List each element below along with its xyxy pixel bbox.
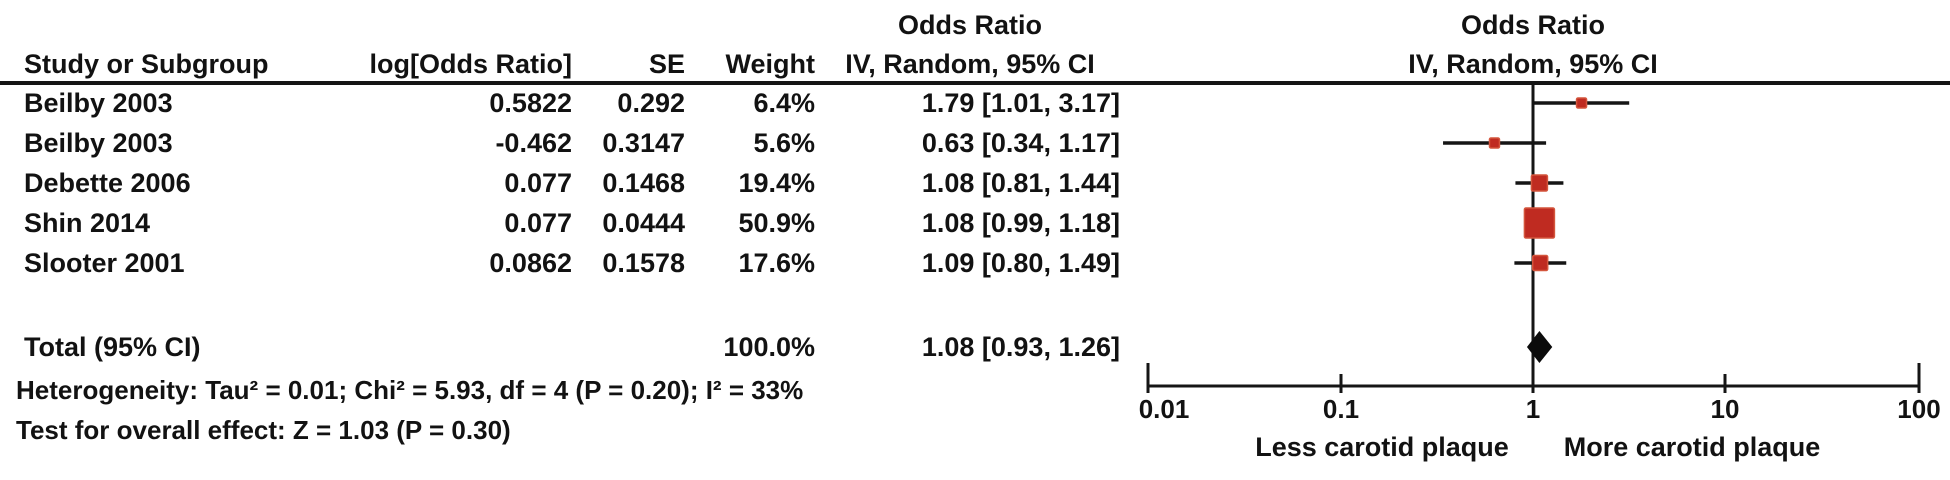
log-odds-value: 0.077 xyxy=(504,168,572,198)
total-label: Total (95% CI) xyxy=(24,332,201,362)
heterogeneity-text: Heterogeneity: Tau² = 0.01; Chi² = 5.93,… xyxy=(16,375,804,405)
weight-value: 6.4% xyxy=(753,88,815,118)
axis-tick-label: 0.01 xyxy=(1138,394,1190,424)
se-value: 0.0444 xyxy=(602,208,685,238)
table-header-study: Study or Subgroup xyxy=(24,49,269,79)
ci-value: 1.79 [1.01, 3.17] xyxy=(921,88,1120,118)
plot-header-odds-ratio: Odds Ratio xyxy=(1460,10,1605,40)
ci-value: 1.09 [0.80, 1.49] xyxy=(921,248,1120,278)
study-name: Beilby 2003 xyxy=(24,88,173,118)
total-ci-value: 1.08 [0.93, 1.26] xyxy=(921,332,1120,362)
axis-tick-label: 1 xyxy=(1525,394,1541,424)
weight-value: 19.4% xyxy=(738,168,815,198)
table-header-se: SE xyxy=(648,49,685,79)
overall-effect-text: Test for overall effect: Z = 1.03 (P = 0… xyxy=(16,415,511,445)
table-header-weight: Weight xyxy=(725,49,816,79)
ci-value: 1.08 [0.81, 1.44] xyxy=(921,168,1120,198)
effect-marker xyxy=(1488,137,1501,149)
se-value: 0.292 xyxy=(617,88,685,118)
study-name: Shin 2014 xyxy=(24,208,151,238)
se-value: 0.1468 xyxy=(602,168,685,198)
weight-value: 50.9% xyxy=(738,208,815,238)
table-header-iv-random-ci: IV, Random, 95% CI xyxy=(845,49,1095,79)
log-odds-value: 0.5822 xyxy=(489,88,572,118)
table-header-log-odds: log[Odds Ratio] xyxy=(369,49,572,79)
total-diamond xyxy=(1526,331,1553,363)
study-name: Slooter 2001 xyxy=(24,248,185,278)
log-odds-value: -0.462 xyxy=(495,128,572,158)
effect-marker xyxy=(1575,97,1588,109)
se-value: 0.3147 xyxy=(602,128,685,158)
axis-tick-label: 0.1 xyxy=(1322,394,1360,424)
log-odds-value: 0.0862 xyxy=(489,248,572,278)
ci-value: 0.63 [0.34, 1.17] xyxy=(921,128,1120,158)
table-header-odds-ratio: Odds Ratio xyxy=(897,10,1042,40)
weight-value: 17.6% xyxy=(738,248,815,278)
effect-marker xyxy=(1531,254,1549,272)
plot-header-iv-random-ci: IV, Random, 95% CI xyxy=(1408,49,1658,79)
effect-marker xyxy=(1523,207,1556,239)
axis-tick-label: 10 xyxy=(1710,394,1740,424)
axis-label-less: Less carotid plaque xyxy=(1255,432,1509,462)
weight-value: 5.6% xyxy=(753,128,815,158)
study-name: Debette 2006 xyxy=(24,168,191,198)
se-value: 0.1578 xyxy=(602,248,685,278)
total-weight: 100.0% xyxy=(723,332,815,362)
log-odds-value: 0.077 xyxy=(504,208,572,238)
axis-label-more: More carotid plaque xyxy=(1563,432,1821,462)
ci-value: 1.08 [0.99, 1.18] xyxy=(921,208,1120,238)
study-name: Beilby 2003 xyxy=(24,128,173,158)
axis-tick-label: 100 xyxy=(1897,394,1941,424)
effect-marker xyxy=(1530,174,1549,192)
